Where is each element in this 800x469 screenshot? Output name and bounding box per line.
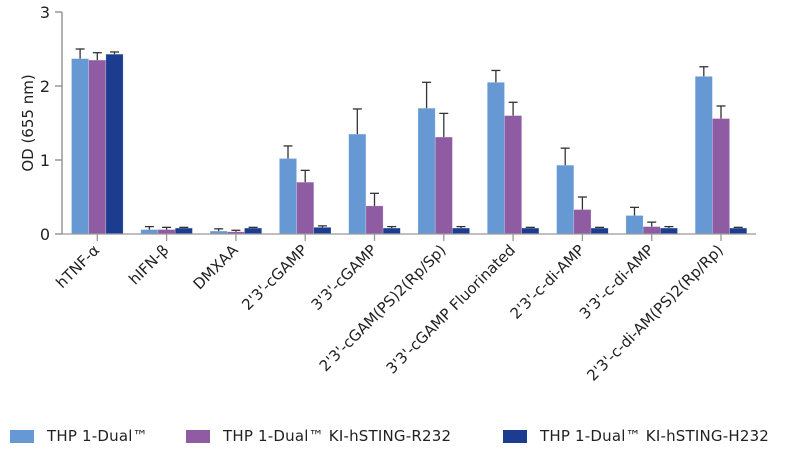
x-axis: hTNF-α hIFN-β DMXAA2'3'-cGAMP3'3'-cGAMP2'3… bbox=[52, 233, 756, 385]
legend-item-r232: THP 1-Dual™ KI-hSTING-R232 bbox=[186, 427, 451, 445]
bar bbox=[486, 82, 505, 235]
bar bbox=[71, 58, 90, 235]
legend-swatch bbox=[10, 429, 34, 443]
bar bbox=[573, 209, 592, 235]
bar-series bbox=[71, 48, 748, 235]
x-tick-label: 3'3'-cGAMP Fluorinated bbox=[383, 241, 519, 377]
bar bbox=[88, 59, 107, 235]
x-tick-label: 2'3'-cGAMP bbox=[238, 241, 311, 314]
bar bbox=[452, 227, 470, 235]
bar bbox=[417, 107, 436, 235]
legend-label: THP 1-Dual™ KI-hSTING-R232 bbox=[223, 427, 452, 445]
bar bbox=[434, 136, 453, 235]
bar bbox=[140, 229, 159, 235]
x-tick-label: hIFN-β bbox=[125, 241, 172, 288]
bar bbox=[382, 227, 401, 235]
x-tick-label: 2'3'-cGAM(PS)2(Rp/Sp) bbox=[316, 241, 450, 375]
legend-swatch bbox=[186, 429, 210, 443]
bar bbox=[174, 227, 193, 235]
legend-label: THP 1-Dual™ bbox=[47, 427, 148, 445]
bar bbox=[642, 226, 661, 235]
bar bbox=[365, 205, 384, 235]
bar bbox=[296, 181, 315, 235]
legend-item-thp1-dual: THP 1-Dual™ bbox=[10, 427, 148, 445]
bar bbox=[521, 227, 540, 235]
legend: THP 1-Dual™ THP 1-Dual™ KI-hSTING-R232 T… bbox=[0, 427, 800, 451]
bar bbox=[105, 53, 124, 235]
bar bbox=[590, 227, 609, 235]
bar bbox=[659, 227, 678, 235]
bar bbox=[313, 227, 332, 235]
bar bbox=[556, 164, 575, 235]
bar bbox=[625, 215, 644, 235]
legend-swatch bbox=[503, 429, 527, 443]
bar bbox=[712, 118, 730, 235]
bar bbox=[504, 115, 523, 235]
y-axis-label: OD (655 nm) bbox=[19, 74, 37, 171]
y-axis: 0 1 2 3 bbox=[40, 3, 63, 244]
y-tick-label: 3 bbox=[40, 3, 50, 22]
y-tick-label: 0 bbox=[40, 225, 50, 244]
bar bbox=[244, 227, 263, 235]
bar bbox=[279, 158, 297, 235]
x-tick-label: DMXAA bbox=[190, 241, 243, 294]
y-tick-label: 2 bbox=[40, 77, 50, 96]
bar bbox=[729, 227, 748, 235]
bar bbox=[157, 229, 176, 235]
x-tick-label: 2'3'-c-di-AM(PS)2(Rp/Rp) bbox=[583, 241, 726, 384]
y-tick-label: 1 bbox=[40, 151, 50, 170]
bar bbox=[348, 133, 367, 235]
x-tick-label: hTNF-α bbox=[52, 241, 103, 292]
x-tick-label: 3'3'-cGAMP bbox=[308, 241, 381, 314]
bar bbox=[694, 76, 713, 235]
legend-label: THP 1-Dual™ KI-hSTING-H232 bbox=[540, 427, 770, 445]
legend-item-h232: THP 1-Dual™ KI-hSTING-H232 bbox=[503, 427, 769, 445]
